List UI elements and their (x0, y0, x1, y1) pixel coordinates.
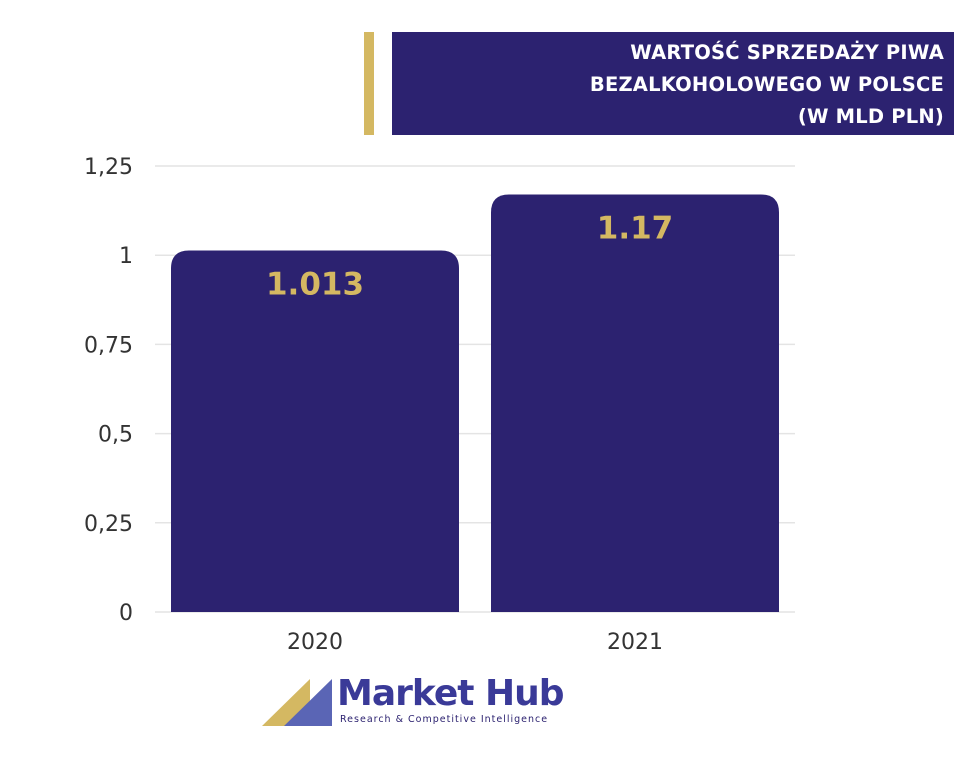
y-tick-label: 0 (119, 601, 133, 626)
bar (171, 250, 459, 613)
y-tick-label: 0,75 (84, 333, 133, 358)
data-label: 1.17 (597, 211, 674, 247)
market-hub-logo: Market Hub Research & Competitive Intell… (262, 674, 602, 734)
logo-name: Market Hub (337, 673, 565, 714)
logo-tagline: Research & Competitive Intelligence (340, 714, 549, 725)
chart-title-line-1: WARTOŚĆ SPRZEDAŻY PIWA (630, 41, 944, 64)
chart-title-line-2: BEZALKOHOLOWEGO W POLSCE (589, 73, 944, 96)
y-tick-label: 1,25 (84, 155, 133, 180)
x-tick-label: 2021 (607, 630, 663, 655)
logo-mark-icon (262, 679, 332, 726)
y-tick-label: 0,5 (98, 423, 133, 448)
y-tick-label: 1 (119, 244, 133, 269)
title-accent-bar (364, 32, 374, 135)
y-tick-label: 0,25 (84, 512, 133, 537)
x-tick-label: 2020 (287, 630, 343, 655)
bar (491, 194, 779, 612)
chart-title: WARTOŚĆ SPRZEDAŻY PIWA BEZALKOHOLOWEGO W… (392, 32, 954, 135)
chart-title-line-3: (W MLD PLN) (797, 105, 944, 128)
data-label: 1.013 (266, 267, 364, 303)
